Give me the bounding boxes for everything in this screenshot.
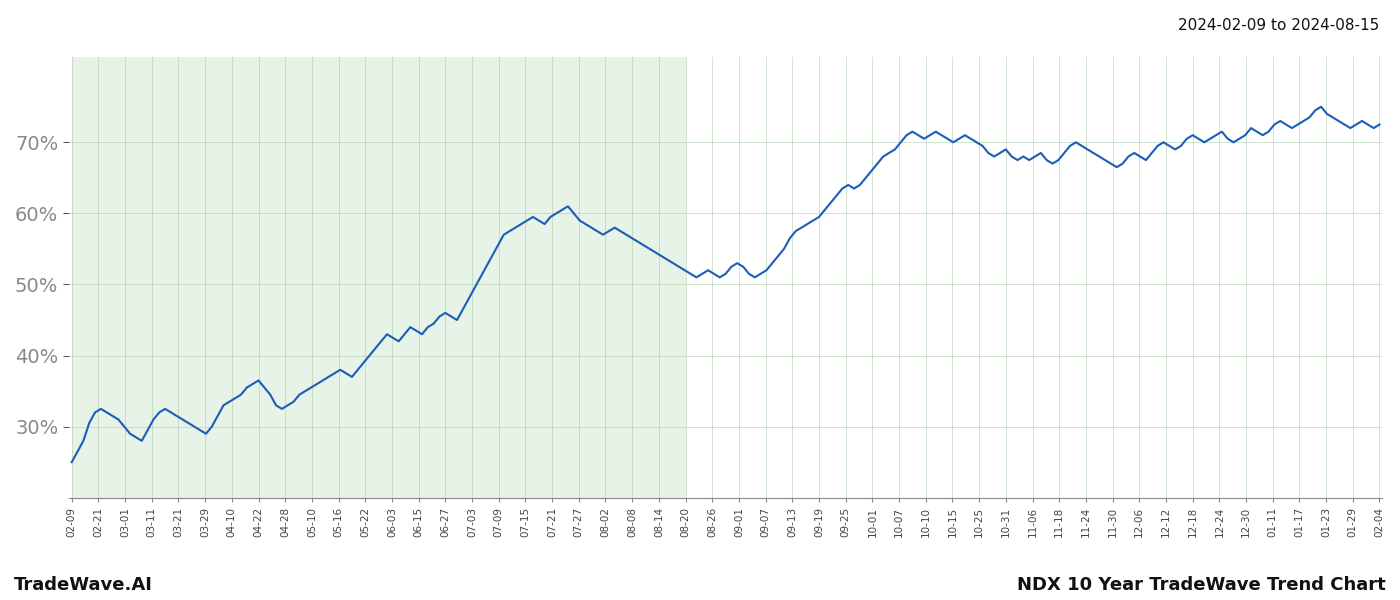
Text: NDX 10 Year TradeWave Trend Chart: NDX 10 Year TradeWave Trend Chart [1018,576,1386,594]
Text: TradeWave.AI: TradeWave.AI [14,576,153,594]
Text: 2024-02-09 to 2024-08-15: 2024-02-09 to 2024-08-15 [1177,18,1379,33]
Bar [71,57,686,498]
